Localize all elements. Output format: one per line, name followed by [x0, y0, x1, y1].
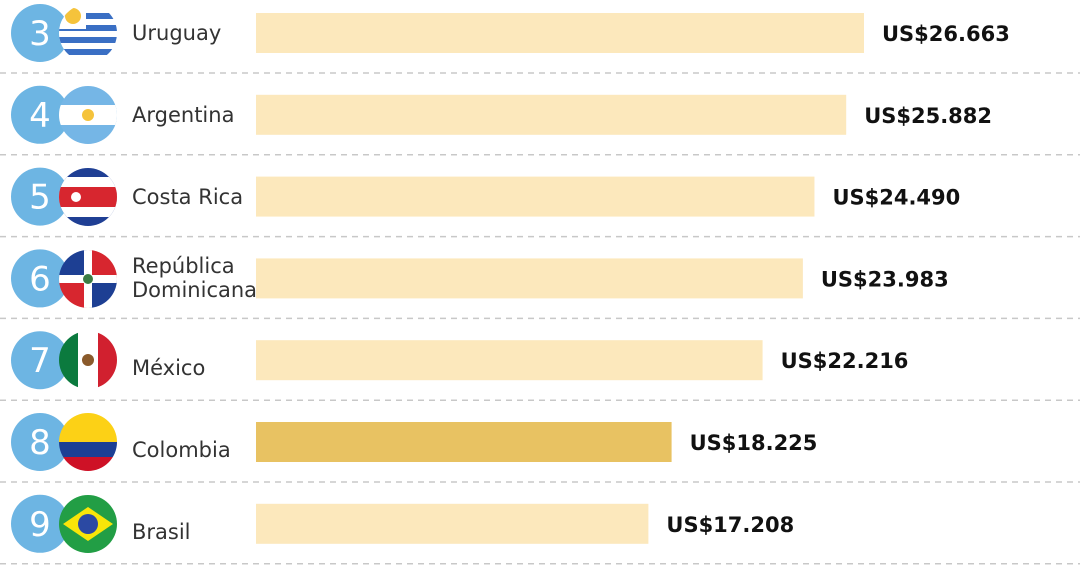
value-label: US$24.490	[832, 186, 960, 210]
rank: 7	[29, 341, 51, 381]
flag	[59, 168, 117, 226]
rank: 5	[29, 178, 51, 218]
rank: 4	[29, 96, 51, 136]
rank: 8	[29, 423, 51, 463]
category-label: Costa Rica	[132, 184, 244, 209]
category-label: Colombia	[132, 438, 231, 462]
flag	[59, 250, 117, 308]
rank: 3	[29, 14, 51, 54]
value-label: US$18.225	[690, 431, 818, 455]
rank: 6	[29, 259, 51, 299]
bar	[256, 340, 763, 381]
flag	[59, 495, 117, 553]
value-label: US$25.882	[864, 104, 992, 128]
bar	[256, 13, 864, 53]
rank-badge	[11, 85, 69, 144]
flags	[59, 4, 117, 553]
category-label: Uruguay	[132, 21, 222, 45]
flag	[59, 331, 117, 389]
bar	[256, 176, 815, 217]
category-label: Brasil	[132, 519, 191, 544]
rank-badge	[11, 4, 69, 62]
rank-badge	[11, 331, 69, 390]
bar	[256, 258, 803, 299]
bar	[256, 94, 847, 135]
bar	[256, 422, 672, 462]
value-label: US$26.663	[882, 22, 1010, 46]
bar	[256, 503, 649, 544]
rank: 9	[29, 505, 51, 545]
flag	[59, 4, 117, 62]
value-label: US$17.208	[666, 513, 794, 537]
flag	[59, 86, 117, 144]
category-label: Argentina	[132, 102, 235, 127]
rank-badge	[11, 494, 69, 553]
rank-badge	[11, 249, 69, 308]
value-label: US$22.216	[781, 349, 909, 373]
rank-badge	[11, 167, 69, 226]
category-label: México	[132, 356, 206, 381]
value-label: US$23.983	[821, 267, 949, 291]
flag	[59, 413, 117, 471]
category-label: República Dominicana	[132, 254, 258, 303]
rank-badge	[11, 413, 69, 471]
